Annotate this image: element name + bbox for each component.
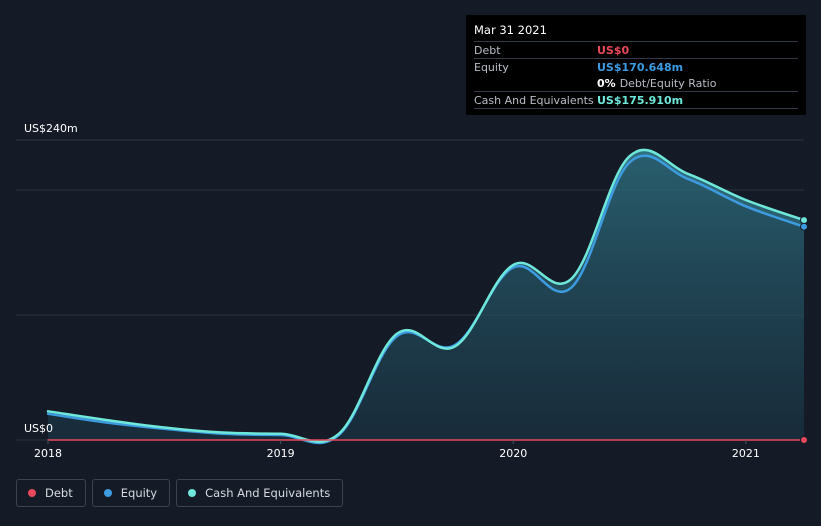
legend-label-equity: Equity — [120, 486, 158, 500]
tooltip-row-debt: Debt US$0 — [474, 41, 798, 58]
x-tick-label-2019: 2019 — [267, 447, 295, 460]
area-equity — [48, 155, 804, 443]
legend-label-cash: Cash And Equivalents — [205, 486, 331, 500]
tooltip-cash-value: US$175.910m — [597, 93, 684, 107]
tooltip-equity-label: Equity — [474, 60, 509, 74]
x-axis: 2018 2019 2020 2021 — [34, 440, 760, 460]
legend-dot-equity — [103, 489, 112, 497]
tooltip-ratio-value: 0% — [597, 76, 616, 90]
tooltip-equity-value: US$170.648m — [597, 60, 684, 74]
end-markers — [800, 216, 808, 444]
tooltip-panel: Mar 31 2021 Debt US$0 Equity US$170.648m… — [466, 15, 806, 115]
area-cash-and-equivalents — [48, 149, 804, 442]
chart-legend: Debt Equity Cash And Equivalents — [16, 479, 344, 507]
y-axis: US$240m US$0 — [24, 122, 78, 435]
x-tick-label-2021: 2021 — [732, 447, 760, 460]
tooltip-ratio-caption: Debt/Equity Ratio — [619, 76, 717, 90]
legend-item-debt[interactable]: Debt — [16, 479, 86, 507]
area-fills — [48, 149, 804, 443]
legend-dot-cash — [188, 489, 197, 497]
x-tick-label-2020: 2020 — [499, 447, 527, 460]
line-cash-and-equivalents — [46, 148, 806, 444]
legend-item-equity[interactable]: Equity — [91, 479, 171, 507]
y-tick-label-top: US$240m — [24, 122, 78, 135]
y-tick-label-bottom: US$0 — [24, 422, 53, 435]
tooltip-date: Mar 31 2021 — [474, 23, 547, 37]
marker-cash-and-equivalents — [800, 216, 808, 225]
tooltip-row-equity: Equity US$170.648m — [474, 58, 798, 75]
tooltip-row-cash: Cash And Equivalents US$175.910m — [474, 91, 798, 109]
x-tick-label-2018: 2018 — [34, 447, 62, 460]
tooltip-debt-label: Debt — [474, 43, 501, 57]
tooltip-debt-value: US$0 — [597, 43, 630, 57]
legend-label-debt: Debt — [45, 486, 73, 500]
tooltip-row-ratio: 0% Debt/Equity Ratio — [474, 75, 798, 91]
tooltip-cash-label: Cash And Equivalents — [474, 93, 594, 107]
legend-dot-debt — [28, 489, 36, 497]
series-lines — [46, 148, 806, 445]
legend-item-cash[interactable]: Cash And Equivalents — [176, 479, 344, 507]
marker-debt — [800, 436, 808, 444]
marker-equity — [800, 222, 808, 231]
